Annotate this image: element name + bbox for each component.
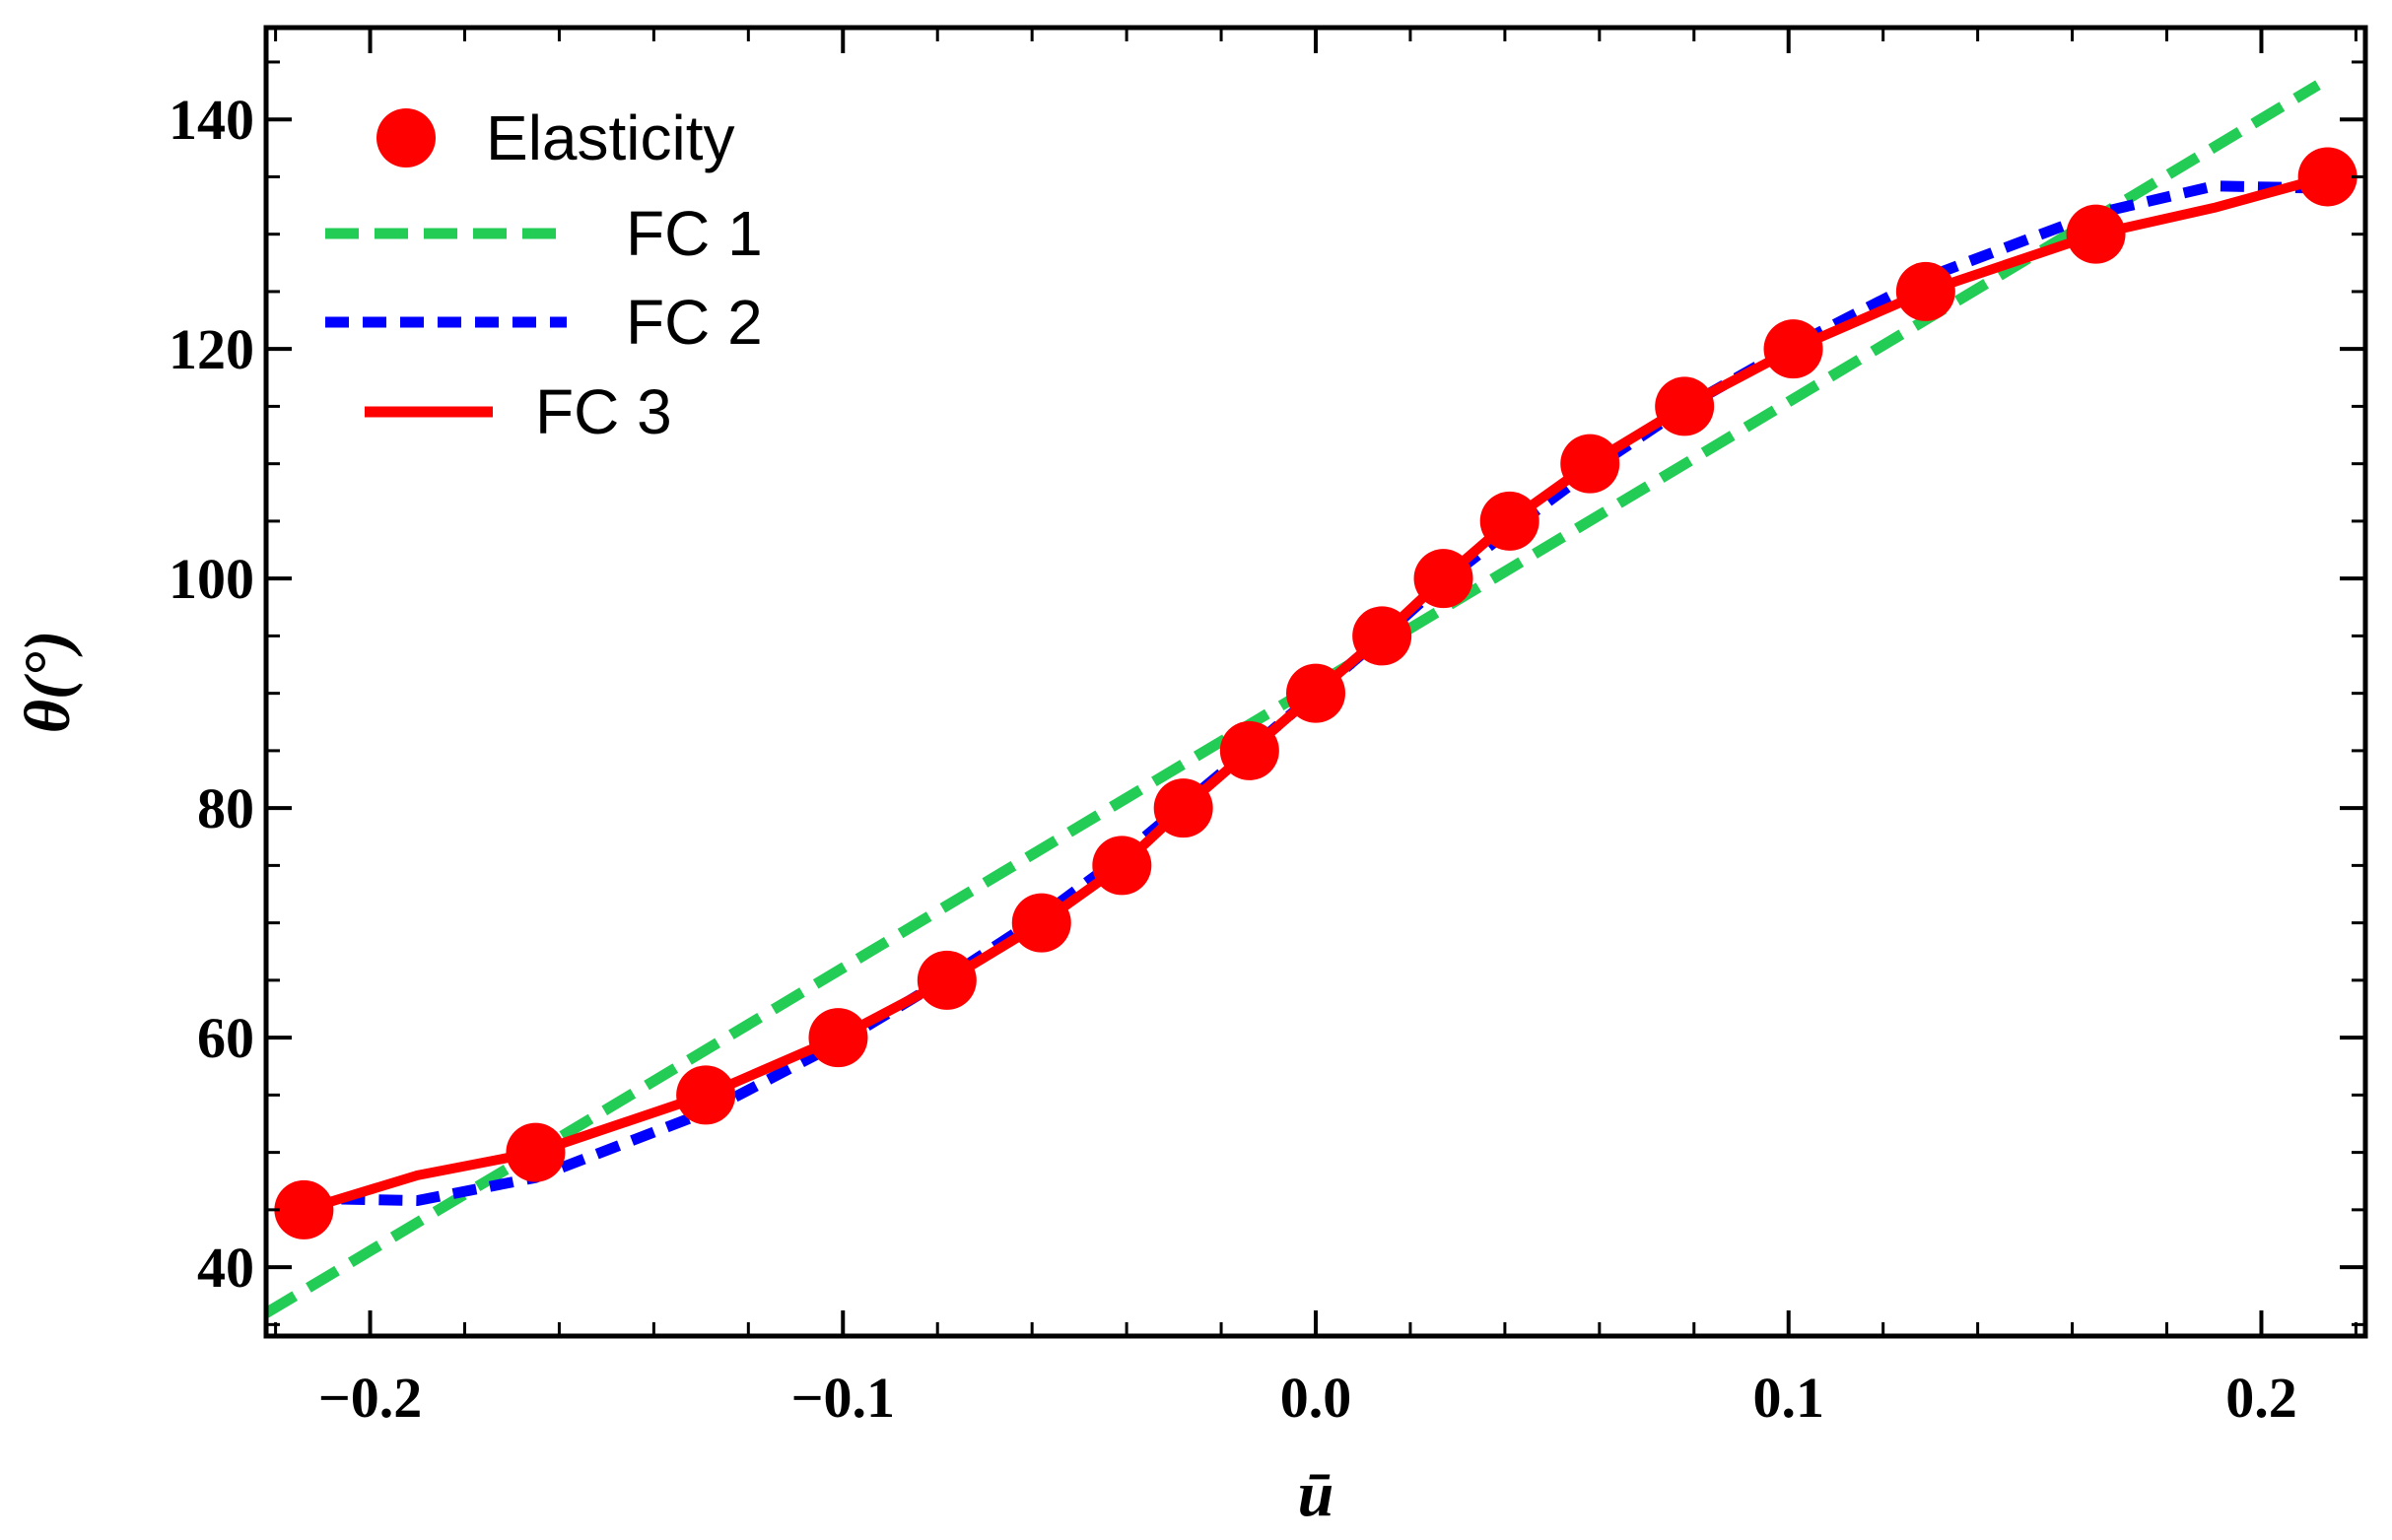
x-axis-title: ū — [1298, 1458, 1334, 1530]
elasticity-point — [1011, 893, 1071, 953]
y-axis-title: θ(°) — [12, 631, 84, 734]
elasticity-point — [1479, 491, 1539, 551]
elasticity-point — [676, 1065, 736, 1125]
elasticity-point — [1655, 376, 1715, 436]
legend-label-fc2: FC 2 — [626, 287, 763, 358]
legend-label-fc1: FC 1 — [626, 198, 763, 269]
y-tick-label: 120 — [169, 317, 254, 381]
axis-tick-labels: −0.2 −0.1 0.0 0.1 0.2 40 60 80 100 120 140 — [169, 88, 2297, 1430]
plot-frame — [263, 25, 2368, 1339]
elasticity-point — [1092, 836, 1152, 896]
y-tick-label: 100 — [169, 547, 254, 611]
y-tick-label: 80 — [197, 776, 254, 840]
legend-label-elasticity: Elasticity — [486, 102, 735, 173]
x-tick-label: −0.2 — [318, 1366, 423, 1430]
legend-label-fc3: FC 3 — [535, 376, 672, 447]
elasticity-point — [1413, 549, 1473, 609]
y-tick-label: 60 — [197, 1006, 254, 1070]
legend-marker-elasticity — [376, 108, 436, 167]
x-tick-label: 0.0 — [1280, 1366, 1352, 1430]
plot-area — [266, 80, 2358, 1318]
x-tick-label: −0.1 — [790, 1366, 895, 1430]
elasticity-point — [1895, 261, 1955, 321]
x-tick-label: 0.2 — [2225, 1366, 2297, 1430]
x-tick-label: 0.1 — [1752, 1366, 1824, 1430]
elasticity-point — [1763, 319, 1823, 379]
elasticity-point — [2066, 204, 2126, 264]
y-tick-label: 140 — [169, 88, 254, 152]
elasticity-point — [1352, 606, 1412, 666]
elasticity-point — [1286, 663, 1345, 723]
elasticity-point — [2297, 147, 2358, 207]
series-line-fc2 — [304, 180, 2328, 1206]
elasticity-point — [1219, 720, 1279, 780]
elasticity-point — [917, 950, 977, 1010]
elasticity-point — [506, 1122, 566, 1182]
y-tick-label: 40 — [197, 1236, 254, 1300]
elasticity-point — [808, 1008, 868, 1068]
elasticity-point — [274, 1179, 334, 1239]
legend: Elasticity FC 1 FC 2 FC 3 — [325, 102, 763, 447]
elasticity-point — [1153, 778, 1213, 838]
elasticity-point — [1560, 434, 1620, 494]
